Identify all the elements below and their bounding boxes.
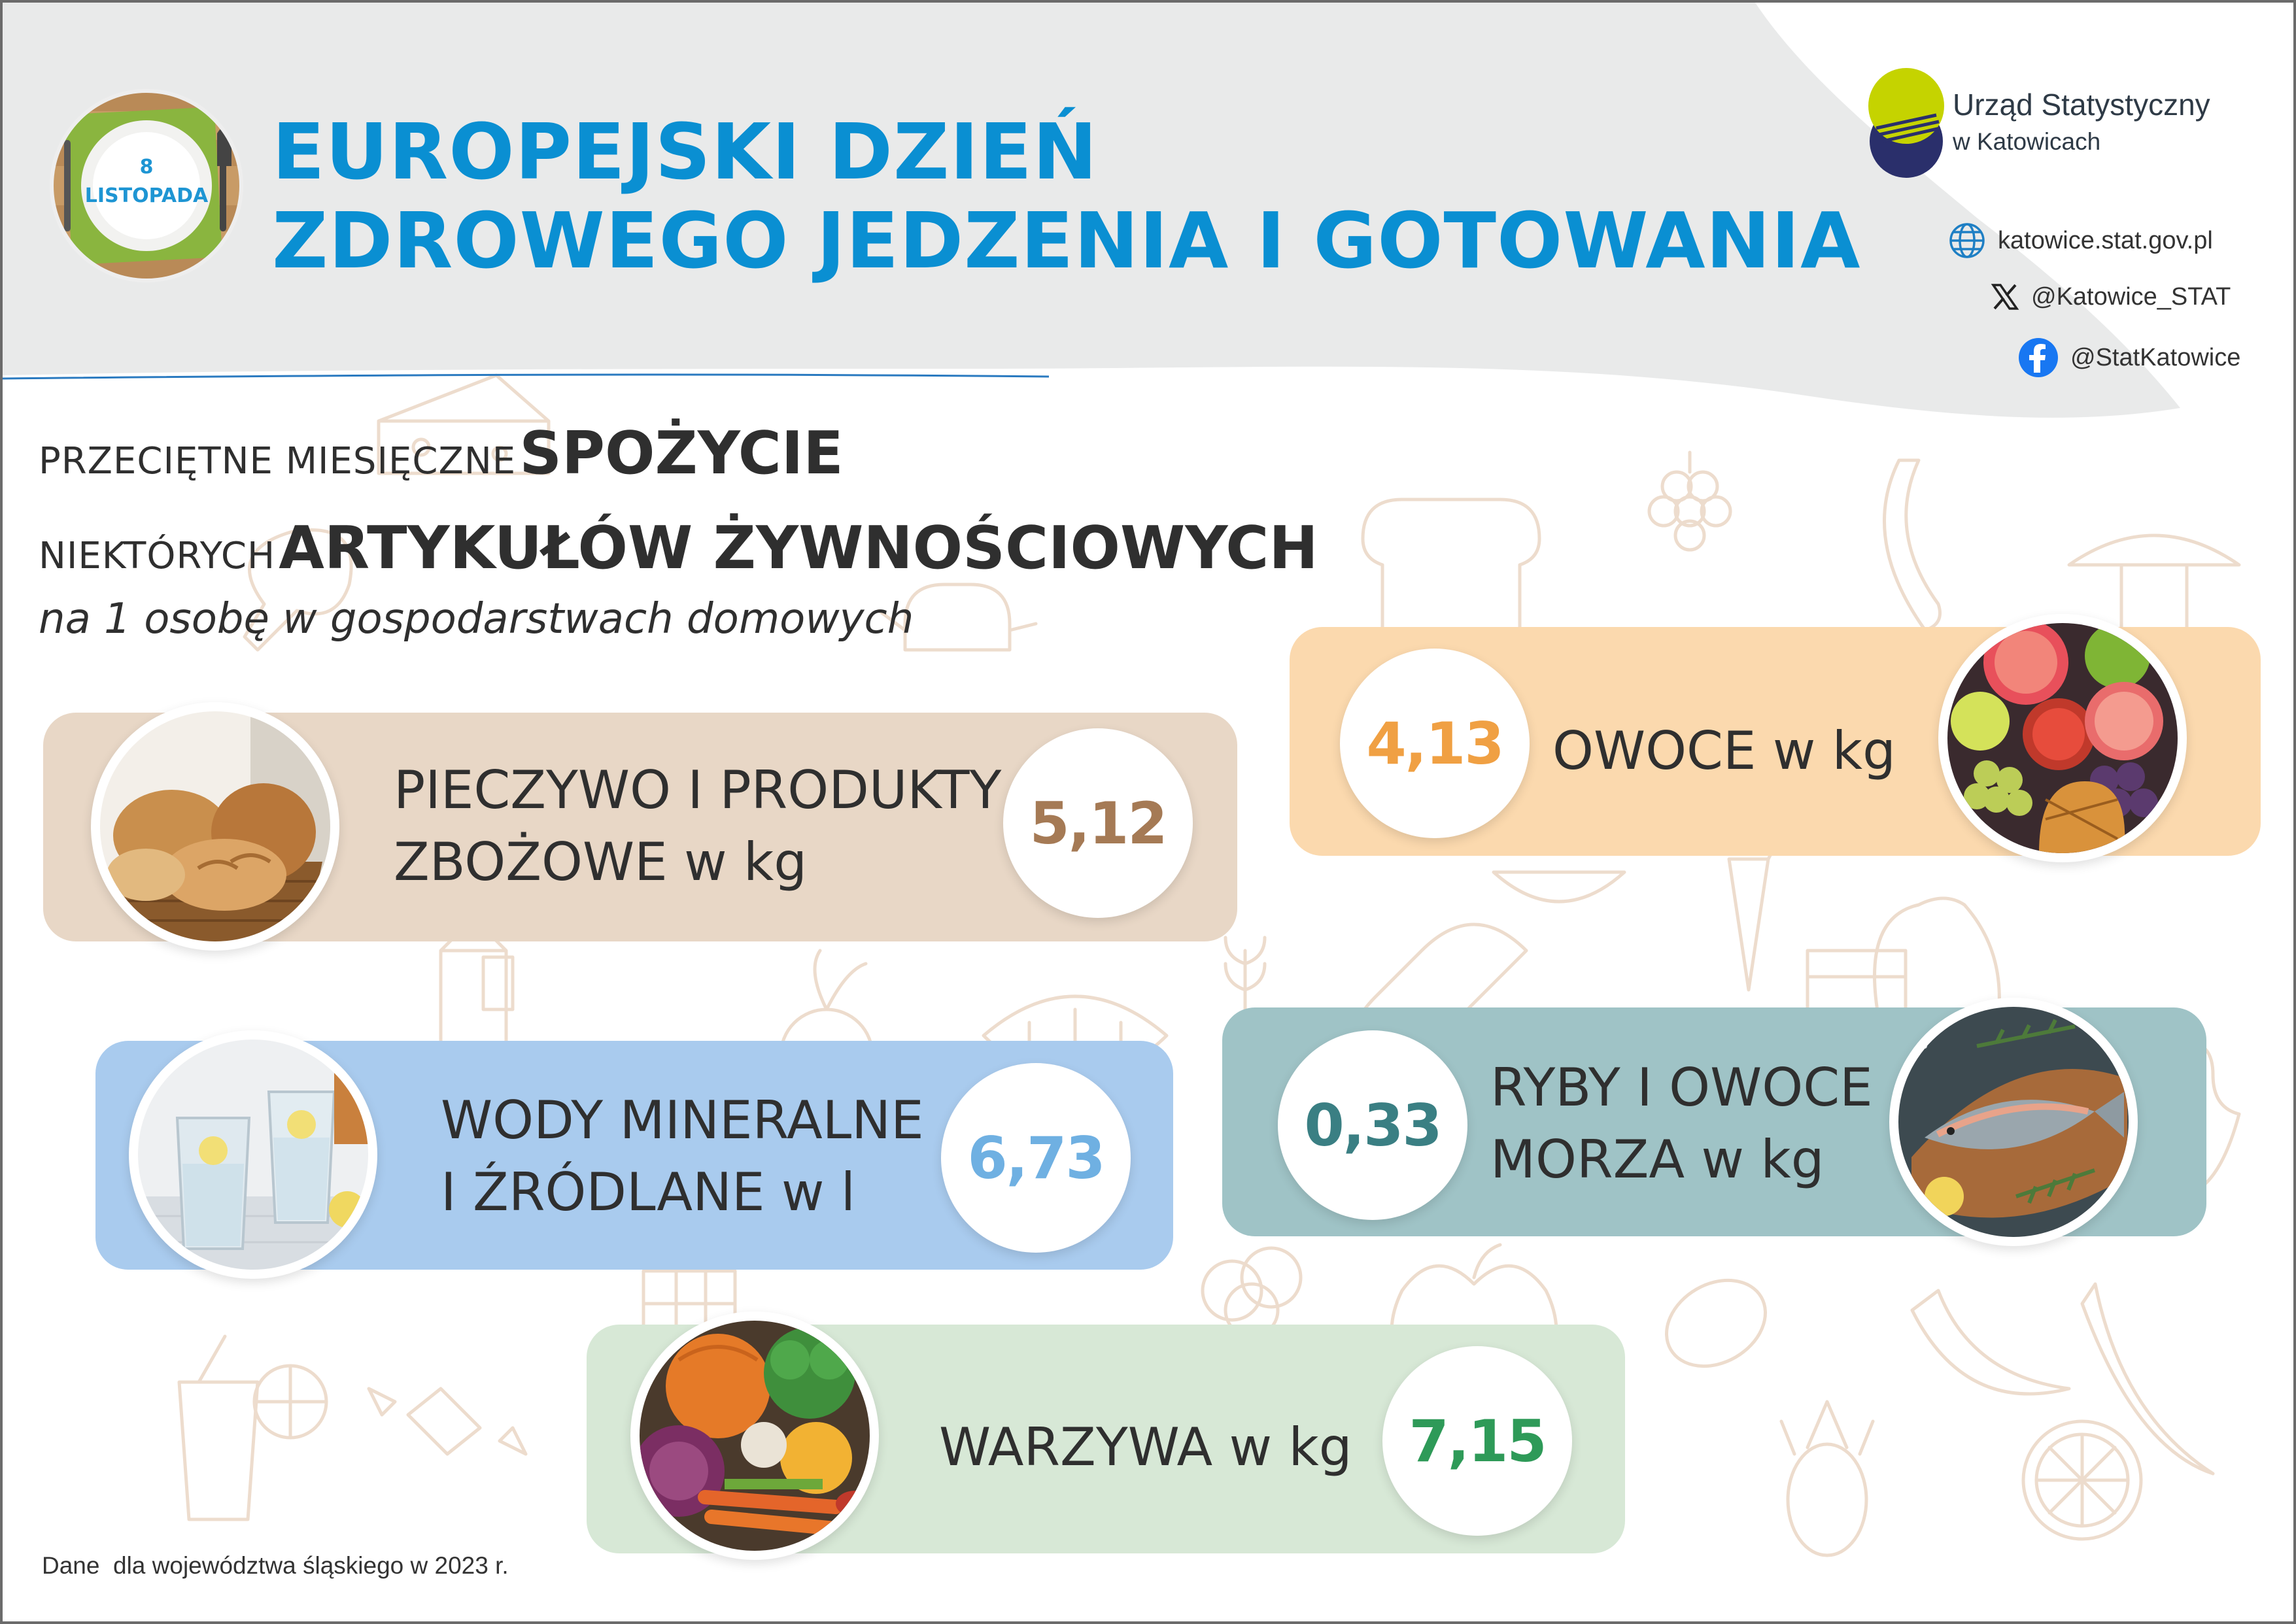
plate-badge: [50, 89, 243, 282]
footnote: Dane dla województwa śląskiego w 2023 r.: [42, 1552, 509, 1579]
subtitle-line-3: na 1 osobę w gospodarstwach domowych: [39, 595, 914, 643]
date-text: 8 LISTOPADA: [48, 153, 245, 211]
subtitle-line-2-light: NIEKTÓRYCH: [39, 535, 276, 577]
label-fish-line-2: MORZA w kg: [1490, 1129, 1825, 1190]
page-title: EUROPEJSKI DZIEŃ ZDROWEGO JEDZENIA I GOT…: [272, 107, 1861, 285]
value-fruit: 4,13: [1340, 649, 1530, 838]
date-day: 8: [139, 156, 154, 178]
x-handle-text: @Katowice_STAT: [2031, 282, 2231, 311]
label-vegetables-line-1: WARZYWA w kg: [939, 1417, 1352, 1478]
website-link[interactable]: katowice.stat.gov.pl: [1948, 222, 2213, 260]
organization-name: Urząd Statystyczny: [1953, 88, 2210, 122]
subtitle-line-1-bold: SPOŻYCIE: [519, 419, 844, 488]
label-bread: PIECZYWO I PRODUKTY ZBOŻOWE w kg: [394, 754, 1001, 898]
subtitle-line-1-light: PRZECIĘTNE MIESIĘCZNE: [39, 440, 517, 482]
subtitle-line-1: PRZECIĘTNE MIESIĘCZNE SPOŻYCIE: [39, 414, 1318, 509]
facebook-link[interactable]: @StatKatowice: [2018, 337, 2240, 378]
water-image: [138, 1040, 368, 1270]
x-logo-icon: [1991, 284, 2019, 310]
subtitle: PRZECIĘTNE MIESIĘCZNE SPOŻYCIE NIEKTÓRYC…: [39, 414, 1318, 643]
label-bread-line-1: PIECZYWO I PRODUKTY: [394, 760, 1002, 820]
website-text: katowice.stat.gov.pl: [1998, 226, 2213, 254]
label-water-line-1: WODY MINERALNE: [441, 1090, 924, 1151]
vegetables-image: [640, 1321, 870, 1551]
label-water-line-2: I ŹRÓDLANE w l: [441, 1162, 856, 1223]
photo-bread: [91, 702, 339, 951]
organization-sub: w Katowicach: [1953, 128, 2101, 155]
facebook-text: @StatKatowice: [2070, 343, 2241, 371]
value-water: 6,73: [941, 1063, 1131, 1253]
facebook-icon: [2019, 338, 2058, 377]
title-line-1: EUROPEJSKI DZIEŃ: [272, 107, 1098, 197]
label-water: WODY MINERALNE I ŹRÓDLANE w l: [441, 1085, 924, 1228]
globe-icon: [1949, 223, 1985, 258]
value-vegetables: 7,15: [1382, 1346, 1572, 1536]
photo-vegetables: [630, 1311, 879, 1560]
photo-fish: [1889, 998, 2138, 1246]
label-fruit: OWOCE w kg: [1552, 715, 1896, 787]
subtitle-line-2: NIEKTÓRYCH ARTYKUŁÓW ŻYWNOŚCIOWYCH: [39, 509, 1318, 604]
title-line-2: ZDROWEGO JEDZENIA I GOTOWANIA: [272, 195, 1861, 286]
x-link[interactable]: @Katowice_STAT: [1991, 282, 2231, 311]
label-fruit-line-1: OWOCE w kg: [1552, 720, 1896, 781]
label-fish: RYBY I OWOCE MORZA w kg: [1490, 1052, 1873, 1196]
fish-image: [1898, 1007, 2129, 1237]
photo-fruit: [1938, 614, 2187, 862]
value-bread: 5,12: [1003, 728, 1193, 918]
bread-image: [100, 711, 330, 941]
value-fish: 0,33: [1278, 1030, 1467, 1220]
fruit-image: [1947, 623, 2178, 853]
label-vegetables: WARZYWA w kg: [939, 1412, 1352, 1483]
photo-water: [129, 1030, 377, 1279]
statistics-office-logo: [1868, 68, 1944, 178]
subtitle-line-2-bold: ARTYKUŁÓW ŻYWNOŚCIOWYCH: [279, 514, 1318, 583]
header-wave-background: [3, 3, 2180, 418]
label-fish-line-1: RYBY I OWOCE: [1490, 1057, 1873, 1118]
label-bread-line-2: ZBOŻOWE w kg: [394, 832, 808, 892]
date-month: LISTOPADA: [84, 184, 209, 207]
